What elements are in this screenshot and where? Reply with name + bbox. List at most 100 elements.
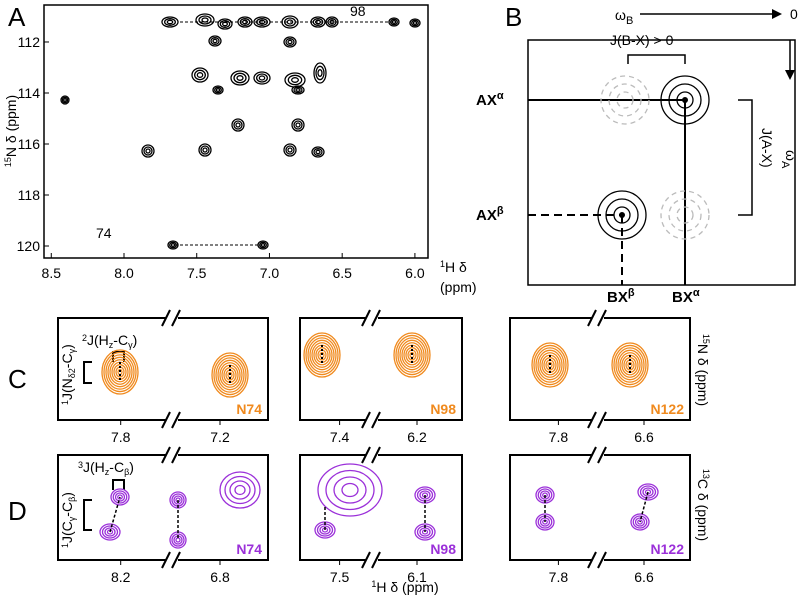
- contour: [284, 17, 296, 27]
- schematic-frame: [527, 39, 796, 286]
- contour: [214, 86, 222, 94]
- axis-break: [171, 551, 181, 569]
- panel-label: A: [8, 2, 26, 32]
- contour: [637, 519, 643, 525]
- contour: [210, 37, 220, 45]
- contour: [287, 74, 303, 86]
- spectra: N74 7.8 7.2 N98 7.4 6.2 N122 7.8 6.6 N74 8.2 6.8 N98…: [57, 13, 710, 585]
- contour: [660, 75, 710, 125]
- contour: [215, 88, 221, 92]
- axis-break: [361, 551, 371, 569]
- contour: [194, 69, 206, 81]
- axis-break: [161, 446, 171, 464]
- bracket: [738, 99, 753, 216]
- contour: [315, 19, 321, 25]
- y-tick-label: 120: [17, 238, 41, 254]
- contour: [191, 67, 209, 83]
- x-tick-label: 6.5: [332, 265, 352, 281]
- contour: [104, 527, 116, 537]
- contour: [211, 352, 249, 398]
- contour: [233, 72, 247, 84]
- y-tick-label: 116: [18, 136, 41, 152]
- contour: [61, 96, 69, 104]
- contour: [201, 17, 209, 23]
- contour: [166, 19, 174, 25]
- contour: [531, 342, 569, 388]
- contour: [219, 20, 231, 28]
- axis-break: [171, 446, 181, 464]
- x-tick-label: 7.0: [260, 265, 280, 281]
- axis-break: [587, 551, 597, 569]
- contour: [676, 91, 694, 109]
- contour: [311, 342, 333, 368]
- contour: [311, 146, 325, 158]
- axis-break: [597, 551, 607, 569]
- contour: [668, 83, 702, 117]
- contour: [260, 243, 266, 247]
- contour: [293, 120, 303, 130]
- spectrum-frame: [299, 317, 463, 421]
- x-tick-label: 8.5: [42, 265, 62, 281]
- contour: [615, 347, 645, 383]
- axis-break: [597, 309, 607, 327]
- contour: [231, 118, 245, 132]
- axis-break: [361, 411, 371, 429]
- coupling-label: 1J(Nδ2-Cγ): [59, 344, 77, 405]
- x-tick-label: 8.2: [111, 569, 131, 585]
- contour: [198, 143, 212, 157]
- axis-break: [361, 446, 371, 464]
- contour: [341, 482, 359, 498]
- contour: [145, 148, 151, 154]
- contour: [287, 39, 293, 45]
- contour: [198, 15, 212, 25]
- x-tick-label: 6.0: [405, 265, 425, 281]
- axis-break: [587, 309, 597, 327]
- contour: [668, 198, 702, 232]
- contour: [390, 18, 398, 26]
- contour: [99, 523, 121, 541]
- y-axis-label: 15N δ (ppm): [3, 95, 19, 167]
- axis-break: [597, 446, 607, 464]
- contour: [258, 19, 266, 25]
- contour: [173, 495, 183, 505]
- contour: [395, 334, 429, 376]
- column-label: BXβ: [607, 287, 635, 306]
- peak-center: [682, 97, 688, 103]
- contour: [660, 190, 710, 240]
- contour: [63, 98, 67, 102]
- contour: [333, 476, 367, 504]
- contour: [161, 16, 179, 28]
- x-tick-label: 7.8: [549, 429, 569, 445]
- contour: [259, 241, 267, 249]
- x-axis-label: 1H δ (ppm): [371, 579, 438, 595]
- contour: [616, 91, 634, 109]
- axis-break: [171, 309, 181, 327]
- contour: [411, 19, 419, 27]
- contour: [533, 344, 567, 386]
- contour: [103, 351, 137, 393]
- axis-label: 13C δ (ppm): [695, 469, 711, 541]
- contour: [600, 75, 650, 125]
- contour: [230, 70, 250, 86]
- x-tick-label: 7.5: [187, 265, 207, 281]
- contour: [222, 21, 228, 27]
- contour: [291, 118, 305, 132]
- bracket: [112, 479, 125, 490]
- contour: [309, 339, 335, 371]
- contour: [303, 332, 341, 378]
- contour: [208, 35, 222, 47]
- contour: [109, 359, 131, 385]
- contour: [605, 198, 639, 232]
- axis-break: [371, 309, 381, 327]
- contour: [107, 356, 133, 388]
- panel-label: D: [8, 496, 27, 526]
- axis-break: [587, 411, 597, 429]
- contour: [171, 533, 185, 547]
- annotation: 74: [96, 225, 112, 241]
- contour: [634, 517, 646, 527]
- contour: [141, 144, 155, 158]
- residue-label: N74: [236, 541, 262, 557]
- contour: [256, 73, 268, 83]
- axis-break: [161, 309, 171, 327]
